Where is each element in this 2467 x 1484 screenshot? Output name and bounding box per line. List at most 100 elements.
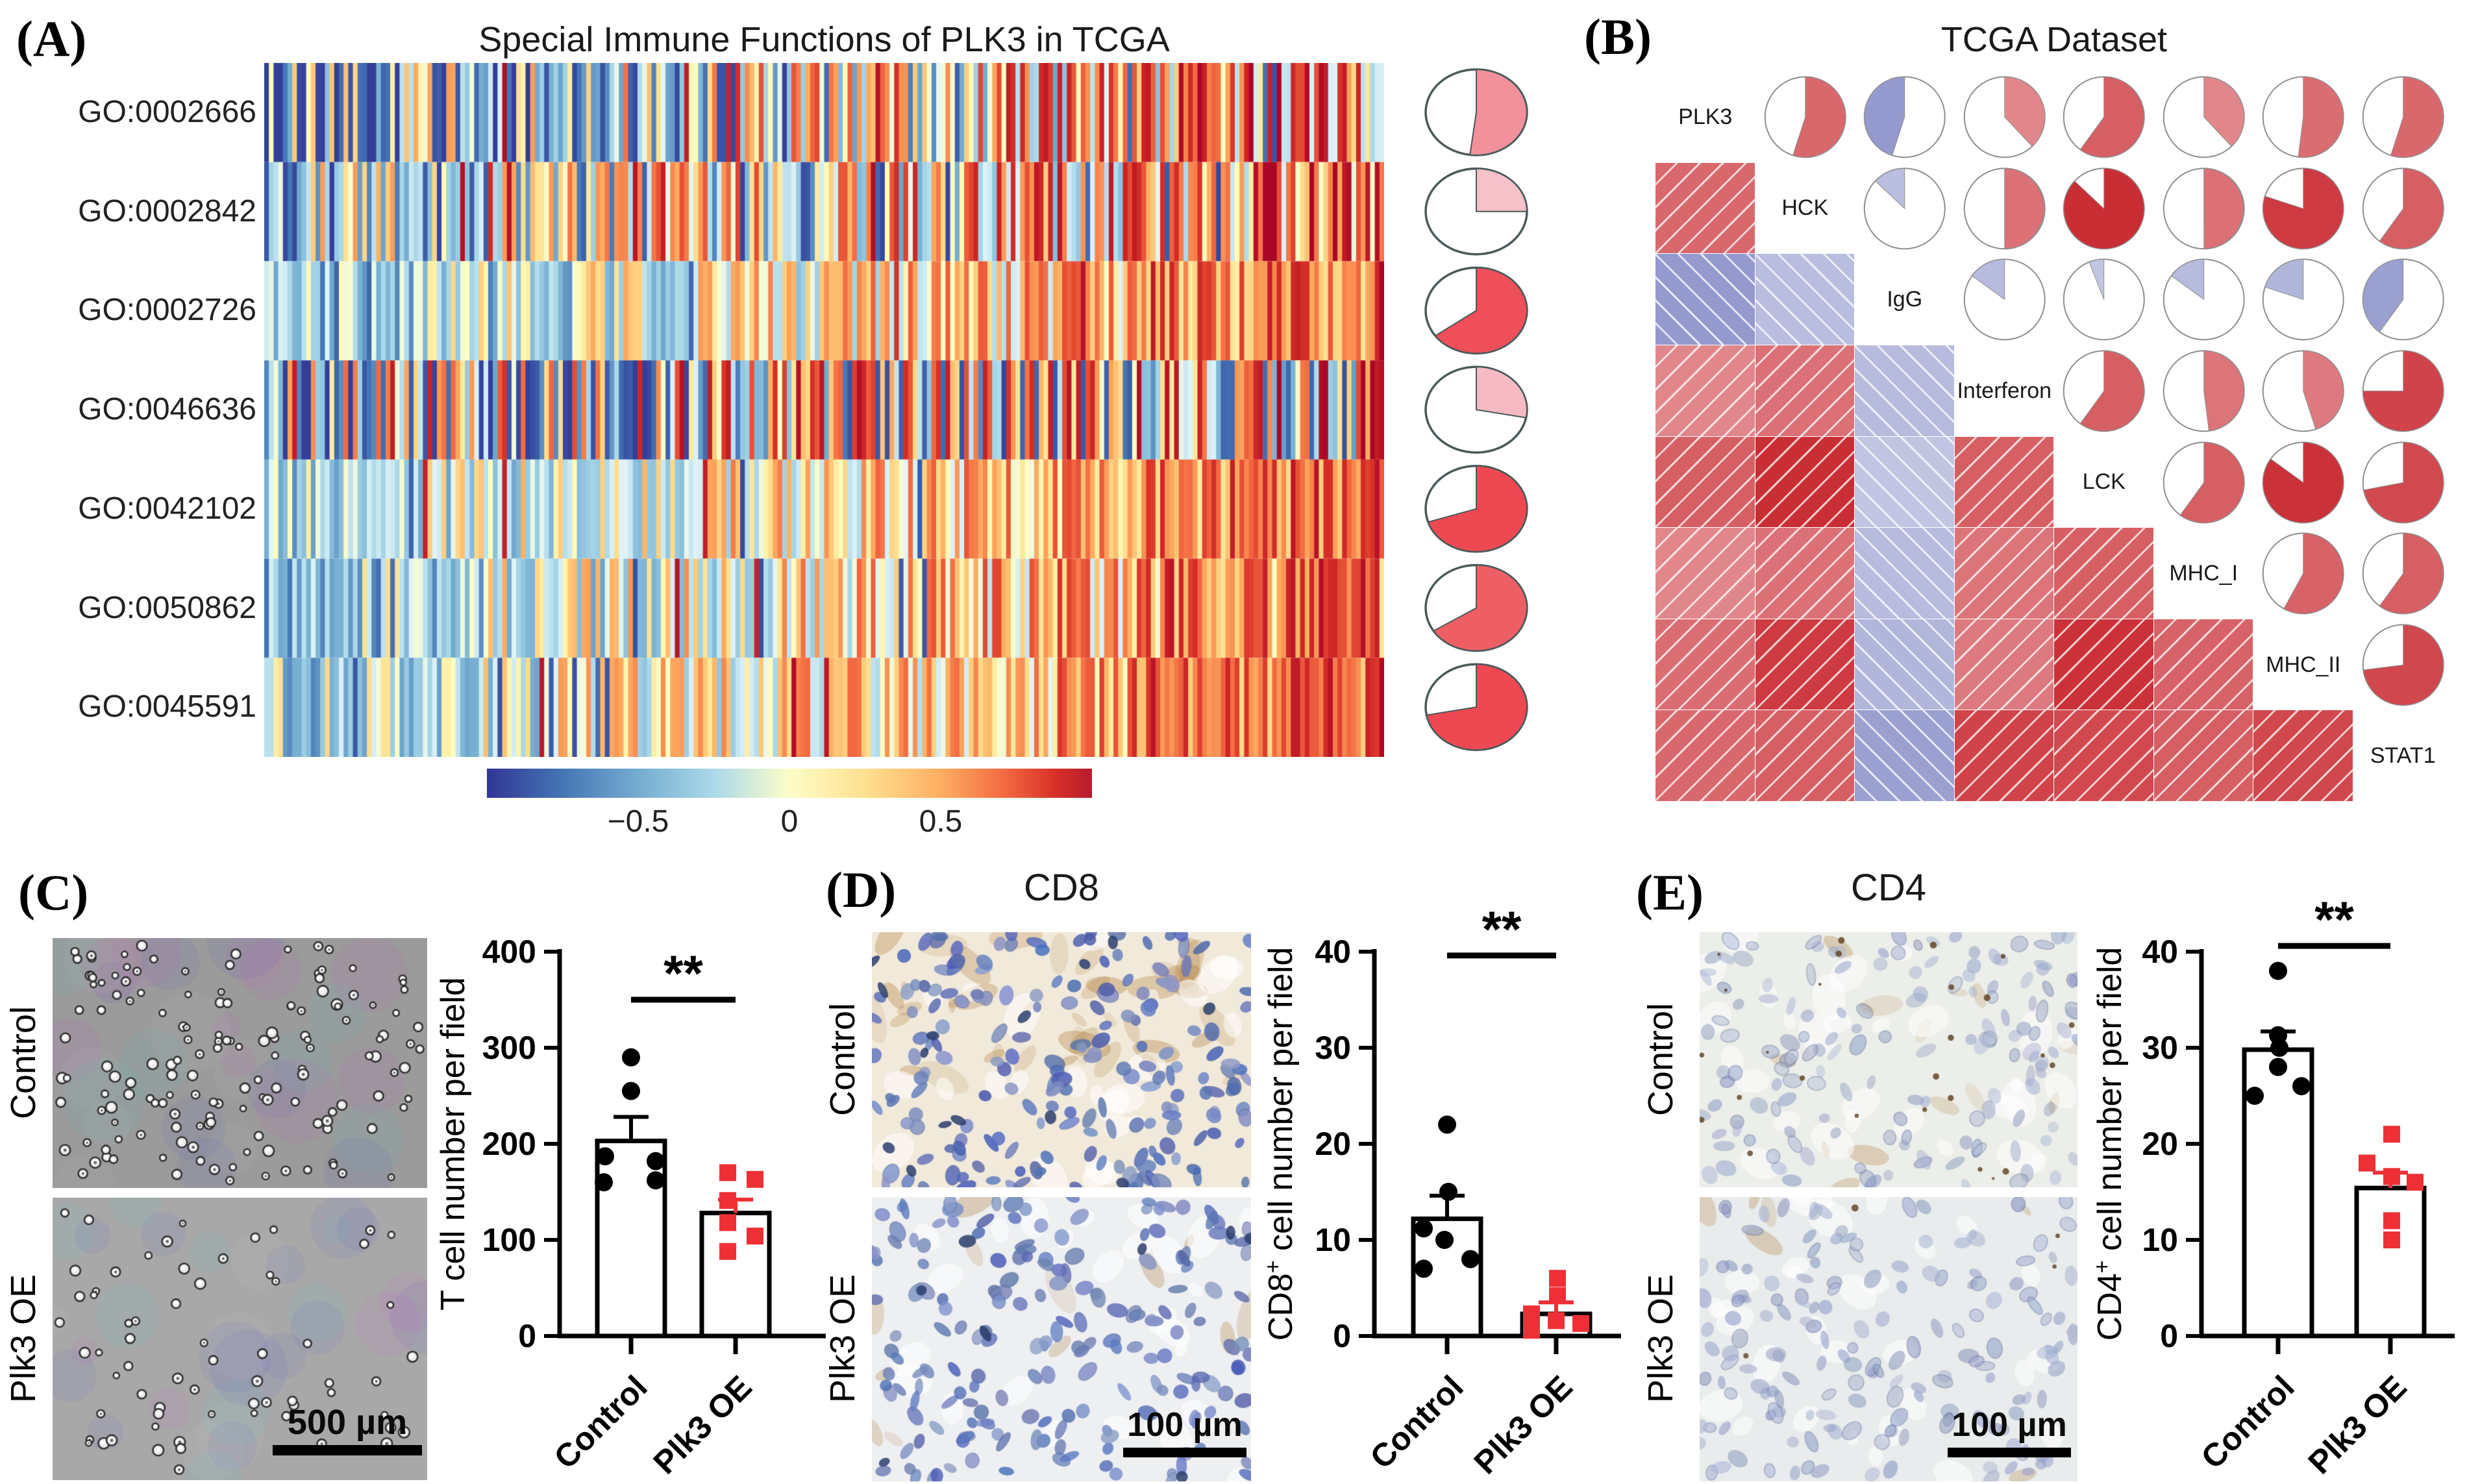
matrix-gene-label: PLK3 xyxy=(1678,104,1733,129)
correlation-pie xyxy=(2262,76,2344,158)
correlation-pie xyxy=(2362,350,2444,432)
data-point xyxy=(2246,1087,2264,1105)
go-term-label: GO:0002726 xyxy=(78,293,256,328)
x-category-label: Plk3 OE xyxy=(2301,1368,2414,1481)
correlation-square xyxy=(2153,619,2253,710)
correlation-pie xyxy=(2362,76,2444,158)
panel-c-plk3oe-label: Plk3 OE xyxy=(4,1274,43,1404)
go-term-label: GO:0045591 xyxy=(78,689,256,724)
correlation-pie xyxy=(2063,258,2145,341)
panel-c-letter: (C) xyxy=(18,864,89,921)
y-axis-label: CD4+ cell number per field xyxy=(2090,947,2129,1341)
correlation-square xyxy=(1755,436,1854,528)
x-category-label: Plk3 OE xyxy=(1467,1368,1580,1481)
y-axis-tick: 300 xyxy=(482,1030,536,1066)
correlation-pie xyxy=(2362,167,2444,249)
data-point xyxy=(1438,1115,1456,1134)
correlation-square xyxy=(1655,710,1755,801)
y-axis-tick: 0 xyxy=(1333,1318,1351,1354)
colorbar xyxy=(487,769,1092,798)
data-point xyxy=(2269,1057,2287,1076)
phase-image-plk3oe xyxy=(53,1198,427,1480)
panel-d-title: CD8 xyxy=(1023,867,1100,909)
data-point xyxy=(1415,1259,1433,1278)
data-point xyxy=(2269,961,2287,980)
correlation-square xyxy=(1855,528,1954,619)
correlation-pie xyxy=(1863,167,1946,249)
y-axis-tick: 200 xyxy=(482,1126,536,1162)
heatmap-row-labels: GO:0002666 GO:0002842 GO:0002726 GO:0046636… xyxy=(39,63,256,757)
correlation-pie xyxy=(2362,624,2444,706)
correlation-pie xyxy=(1963,76,2046,158)
correlation-square xyxy=(1655,345,1755,436)
panel-d-letter: (D) xyxy=(826,861,897,918)
correlation-square xyxy=(2054,619,2153,710)
correlation-square xyxy=(2054,528,2153,619)
panel-d-control-label: Control xyxy=(823,1002,862,1117)
matrix-gene-label: MHC_II xyxy=(2266,652,2341,677)
data-point xyxy=(596,1147,614,1166)
tcell-bar-chart: 0 100 200 300 400 T cell number per field Cont… xyxy=(434,934,826,1481)
x-category-label: Plk3 OE xyxy=(647,1368,759,1481)
y-axis-tick: 20 xyxy=(1315,1126,1351,1162)
colorbar-ticks: −0.5 0 0.5 xyxy=(487,804,1092,843)
data-point xyxy=(1572,1315,1589,1332)
ihc-cd8-plk3oe-image xyxy=(872,1197,1251,1481)
panel-d-plk3oe-label: Plk3 OE xyxy=(823,1274,862,1404)
data-point xyxy=(1549,1270,1566,1287)
scalebar-e xyxy=(1948,1448,2071,1457)
correlation-pie xyxy=(2262,258,2344,341)
data-point xyxy=(1461,1250,1480,1268)
data-point xyxy=(719,1243,736,1260)
data-point xyxy=(1549,1287,1566,1304)
panel-b-letter: (B) xyxy=(1584,8,1652,65)
cd4-bar-chart: 0 10 20 30 40 CD4+ cell number per field Contr… xyxy=(2090,891,2455,1481)
x-category-label: Control xyxy=(1363,1368,1470,1476)
data-point xyxy=(647,1152,665,1170)
data-point xyxy=(2383,1212,2400,1230)
y-axis-tick: 40 xyxy=(1315,934,1351,970)
correlation-square xyxy=(1755,710,1854,801)
correlation-square xyxy=(1655,619,1755,710)
panel-a-letter: (A) xyxy=(16,10,87,67)
go-term-label: GO:0002842 xyxy=(78,193,256,229)
y-axis-tick: 20 xyxy=(2142,1126,2178,1162)
y-axis-label: CD8+ cell number per field xyxy=(1261,947,1300,1341)
correlation-square xyxy=(1755,254,1854,345)
scalebar-c xyxy=(273,1445,422,1455)
correlation-square xyxy=(1954,619,2053,710)
go-term-label: GO:0002666 xyxy=(78,95,256,129)
data-point xyxy=(747,1228,763,1245)
correlation-pie xyxy=(1764,76,1846,158)
data-point xyxy=(622,1082,640,1100)
correlation-pie xyxy=(2163,76,2245,158)
y-axis-tick: 400 xyxy=(482,934,536,970)
panel-e-title: CD4 xyxy=(1850,867,1927,909)
correlation-pie xyxy=(2262,350,2344,432)
significance-marker: ** xyxy=(663,945,703,1002)
x-category-label: Control xyxy=(2194,1368,2301,1476)
correlation-square xyxy=(1755,528,1854,619)
data-point xyxy=(2383,1168,2400,1185)
correlation-pie xyxy=(2063,167,2145,249)
ihc-cd8-control-image xyxy=(872,932,1251,1187)
matrix-gene-label: STAT1 xyxy=(2370,743,2436,769)
y-axis-tick: 100 xyxy=(482,1222,536,1258)
scalebar-label-e: 100 µm xyxy=(1952,1406,2067,1444)
x-category-label: Control xyxy=(547,1368,654,1476)
scalebar-d xyxy=(1123,1448,1246,1457)
ihc-cd4-control-image xyxy=(1700,932,2077,1187)
data-point xyxy=(719,1164,736,1181)
correlation-square xyxy=(1655,436,1755,528)
data-point xyxy=(2270,1039,2288,1057)
correlation-pie xyxy=(2362,441,2444,523)
data-point xyxy=(1415,1219,1433,1238)
data-point xyxy=(2292,1077,2311,1096)
correlation-pie xyxy=(2063,350,2145,432)
panel-e-letter: (E) xyxy=(1636,864,1704,921)
data-point xyxy=(622,1048,640,1067)
correlation-square xyxy=(1655,254,1755,345)
scalebar-label-d: 100 µm xyxy=(1127,1406,1243,1444)
matrix-gene-label: LCK xyxy=(2082,469,2126,495)
y-axis-label: T cell number per field xyxy=(434,977,472,1311)
